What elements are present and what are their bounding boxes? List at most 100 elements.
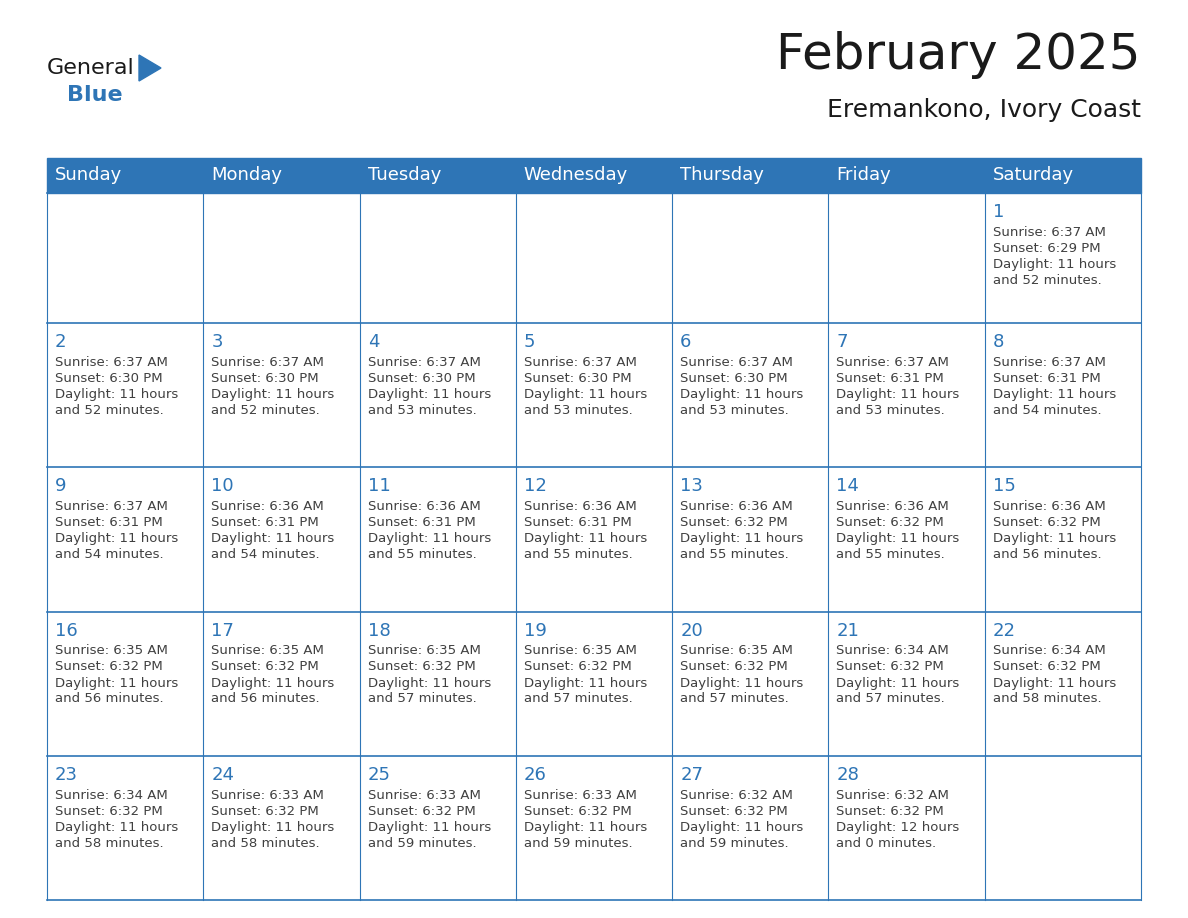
Text: Wednesday: Wednesday [524, 166, 628, 185]
Text: Daylight: 11 hours: Daylight: 11 hours [524, 532, 647, 545]
Text: Sunset: 6:32 PM: Sunset: 6:32 PM [681, 660, 788, 674]
Text: Daylight: 11 hours: Daylight: 11 hours [993, 677, 1116, 689]
Text: Sunrise: 6:37 AM: Sunrise: 6:37 AM [211, 356, 324, 369]
Text: Sunrise: 6:37 AM: Sunrise: 6:37 AM [836, 356, 949, 369]
Text: Sunrise: 6:34 AM: Sunrise: 6:34 AM [836, 644, 949, 657]
Text: Sunrise: 6:37 AM: Sunrise: 6:37 AM [993, 356, 1106, 369]
Text: and 54 minutes.: and 54 minutes. [993, 404, 1101, 417]
Text: and 53 minutes.: and 53 minutes. [524, 404, 632, 417]
Text: Daylight: 11 hours: Daylight: 11 hours [367, 821, 491, 834]
Text: February 2025: February 2025 [777, 31, 1140, 79]
Text: and 52 minutes.: and 52 minutes. [993, 274, 1101, 287]
Text: 7: 7 [836, 333, 848, 351]
Text: Daylight: 11 hours: Daylight: 11 hours [55, 388, 178, 401]
Text: and 53 minutes.: and 53 minutes. [836, 404, 946, 417]
Text: Sunset: 6:31 PM: Sunset: 6:31 PM [836, 372, 944, 385]
Text: and 59 minutes.: and 59 minutes. [524, 836, 632, 850]
Text: Daylight: 11 hours: Daylight: 11 hours [681, 821, 803, 834]
Text: and 55 minutes.: and 55 minutes. [367, 548, 476, 561]
Text: Daylight: 11 hours: Daylight: 11 hours [524, 821, 647, 834]
Text: Sunrise: 6:32 AM: Sunrise: 6:32 AM [836, 789, 949, 801]
Text: Daylight: 11 hours: Daylight: 11 hours [211, 388, 335, 401]
Text: 1: 1 [993, 203, 1004, 221]
Text: and 55 minutes.: and 55 minutes. [524, 548, 632, 561]
Text: 4: 4 [367, 333, 379, 351]
Text: Daylight: 11 hours: Daylight: 11 hours [993, 532, 1116, 545]
Text: Daylight: 11 hours: Daylight: 11 hours [211, 677, 335, 689]
Text: Sunset: 6:31 PM: Sunset: 6:31 PM [367, 516, 475, 530]
Text: Daylight: 11 hours: Daylight: 11 hours [836, 388, 960, 401]
Text: Sunrise: 6:34 AM: Sunrise: 6:34 AM [993, 644, 1106, 657]
Text: Sunrise: 6:35 AM: Sunrise: 6:35 AM [367, 644, 480, 657]
Text: Sunday: Sunday [55, 166, 122, 185]
Text: Sunset: 6:32 PM: Sunset: 6:32 PM [993, 516, 1100, 530]
Text: Sunrise: 6:37 AM: Sunrise: 6:37 AM [524, 356, 637, 369]
Text: Sunset: 6:31 PM: Sunset: 6:31 PM [55, 516, 163, 530]
Text: 17: 17 [211, 621, 234, 640]
Text: 13: 13 [681, 477, 703, 495]
Text: Sunset: 6:32 PM: Sunset: 6:32 PM [836, 805, 944, 818]
Text: Sunset: 6:32 PM: Sunset: 6:32 PM [367, 805, 475, 818]
Text: Blue: Blue [67, 85, 122, 105]
Text: Sunset: 6:32 PM: Sunset: 6:32 PM [55, 660, 163, 674]
Text: Sunset: 6:32 PM: Sunset: 6:32 PM [836, 660, 944, 674]
Text: Sunset: 6:32 PM: Sunset: 6:32 PM [681, 805, 788, 818]
Text: 27: 27 [681, 766, 703, 784]
Text: Sunrise: 6:36 AM: Sunrise: 6:36 AM [993, 500, 1106, 513]
Text: and 55 minutes.: and 55 minutes. [681, 548, 789, 561]
Text: Sunrise: 6:37 AM: Sunrise: 6:37 AM [993, 226, 1106, 239]
Text: Thursday: Thursday [681, 166, 764, 185]
Text: Daylight: 11 hours: Daylight: 11 hours [681, 532, 803, 545]
Text: 19: 19 [524, 621, 546, 640]
Text: 2: 2 [55, 333, 67, 351]
Text: and 54 minutes.: and 54 minutes. [55, 548, 164, 561]
Text: and 58 minutes.: and 58 minutes. [993, 692, 1101, 706]
Text: Sunset: 6:32 PM: Sunset: 6:32 PM [836, 516, 944, 530]
Text: Friday: Friday [836, 166, 891, 185]
Text: Daylight: 11 hours: Daylight: 11 hours [55, 821, 178, 834]
Text: and 56 minutes.: and 56 minutes. [55, 692, 164, 706]
Text: Daylight: 11 hours: Daylight: 11 hours [55, 532, 178, 545]
Text: Sunset: 6:30 PM: Sunset: 6:30 PM [681, 372, 788, 385]
Text: 22: 22 [993, 621, 1016, 640]
Text: 21: 21 [836, 621, 859, 640]
Text: and 57 minutes.: and 57 minutes. [524, 692, 632, 706]
Text: Sunset: 6:30 PM: Sunset: 6:30 PM [367, 372, 475, 385]
Text: 8: 8 [993, 333, 1004, 351]
Text: and 57 minutes.: and 57 minutes. [367, 692, 476, 706]
Text: 11: 11 [367, 477, 391, 495]
Text: Sunset: 6:32 PM: Sunset: 6:32 PM [211, 805, 320, 818]
Text: Sunset: 6:32 PM: Sunset: 6:32 PM [211, 660, 320, 674]
Text: and 58 minutes.: and 58 minutes. [211, 836, 320, 850]
Bar [48, 158, 1140, 193]
Text: Sunrise: 6:35 AM: Sunrise: 6:35 AM [211, 644, 324, 657]
Text: 28: 28 [836, 766, 859, 784]
Text: 5: 5 [524, 333, 536, 351]
Text: Sunset: 6:32 PM: Sunset: 6:32 PM [367, 660, 475, 674]
Text: Eremankono, Ivory Coast: Eremankono, Ivory Coast [827, 98, 1140, 122]
Text: Daylight: 11 hours: Daylight: 11 hours [836, 532, 960, 545]
Text: Sunrise: 6:33 AM: Sunrise: 6:33 AM [524, 789, 637, 801]
Text: Daylight: 11 hours: Daylight: 11 hours [524, 677, 647, 689]
Text: 16: 16 [55, 621, 77, 640]
Text: and 0 minutes.: and 0 minutes. [836, 836, 936, 850]
Text: Sunset: 6:30 PM: Sunset: 6:30 PM [524, 372, 632, 385]
Text: Sunset: 6:30 PM: Sunset: 6:30 PM [55, 372, 163, 385]
Text: Sunrise: 6:35 AM: Sunrise: 6:35 AM [55, 644, 168, 657]
Text: General: General [48, 58, 134, 78]
Text: Sunrise: 6:36 AM: Sunrise: 6:36 AM [836, 500, 949, 513]
Text: Sunrise: 6:36 AM: Sunrise: 6:36 AM [367, 500, 480, 513]
Text: Sunset: 6:32 PM: Sunset: 6:32 PM [55, 805, 163, 818]
Text: 25: 25 [367, 766, 391, 784]
Text: and 57 minutes.: and 57 minutes. [836, 692, 946, 706]
Text: Daylight: 11 hours: Daylight: 11 hours [836, 677, 960, 689]
Text: Sunset: 6:30 PM: Sunset: 6:30 PM [211, 372, 318, 385]
Text: Sunrise: 6:37 AM: Sunrise: 6:37 AM [367, 356, 480, 369]
Text: Sunrise: 6:32 AM: Sunrise: 6:32 AM [681, 789, 794, 801]
Text: Daylight: 11 hours: Daylight: 11 hours [993, 258, 1116, 271]
Text: Sunrise: 6:37 AM: Sunrise: 6:37 AM [55, 356, 168, 369]
Text: 23: 23 [55, 766, 78, 784]
Text: Sunset: 6:31 PM: Sunset: 6:31 PM [211, 516, 320, 530]
Text: Sunset: 6:32 PM: Sunset: 6:32 PM [524, 660, 632, 674]
Text: Saturday: Saturday [993, 166, 1074, 185]
